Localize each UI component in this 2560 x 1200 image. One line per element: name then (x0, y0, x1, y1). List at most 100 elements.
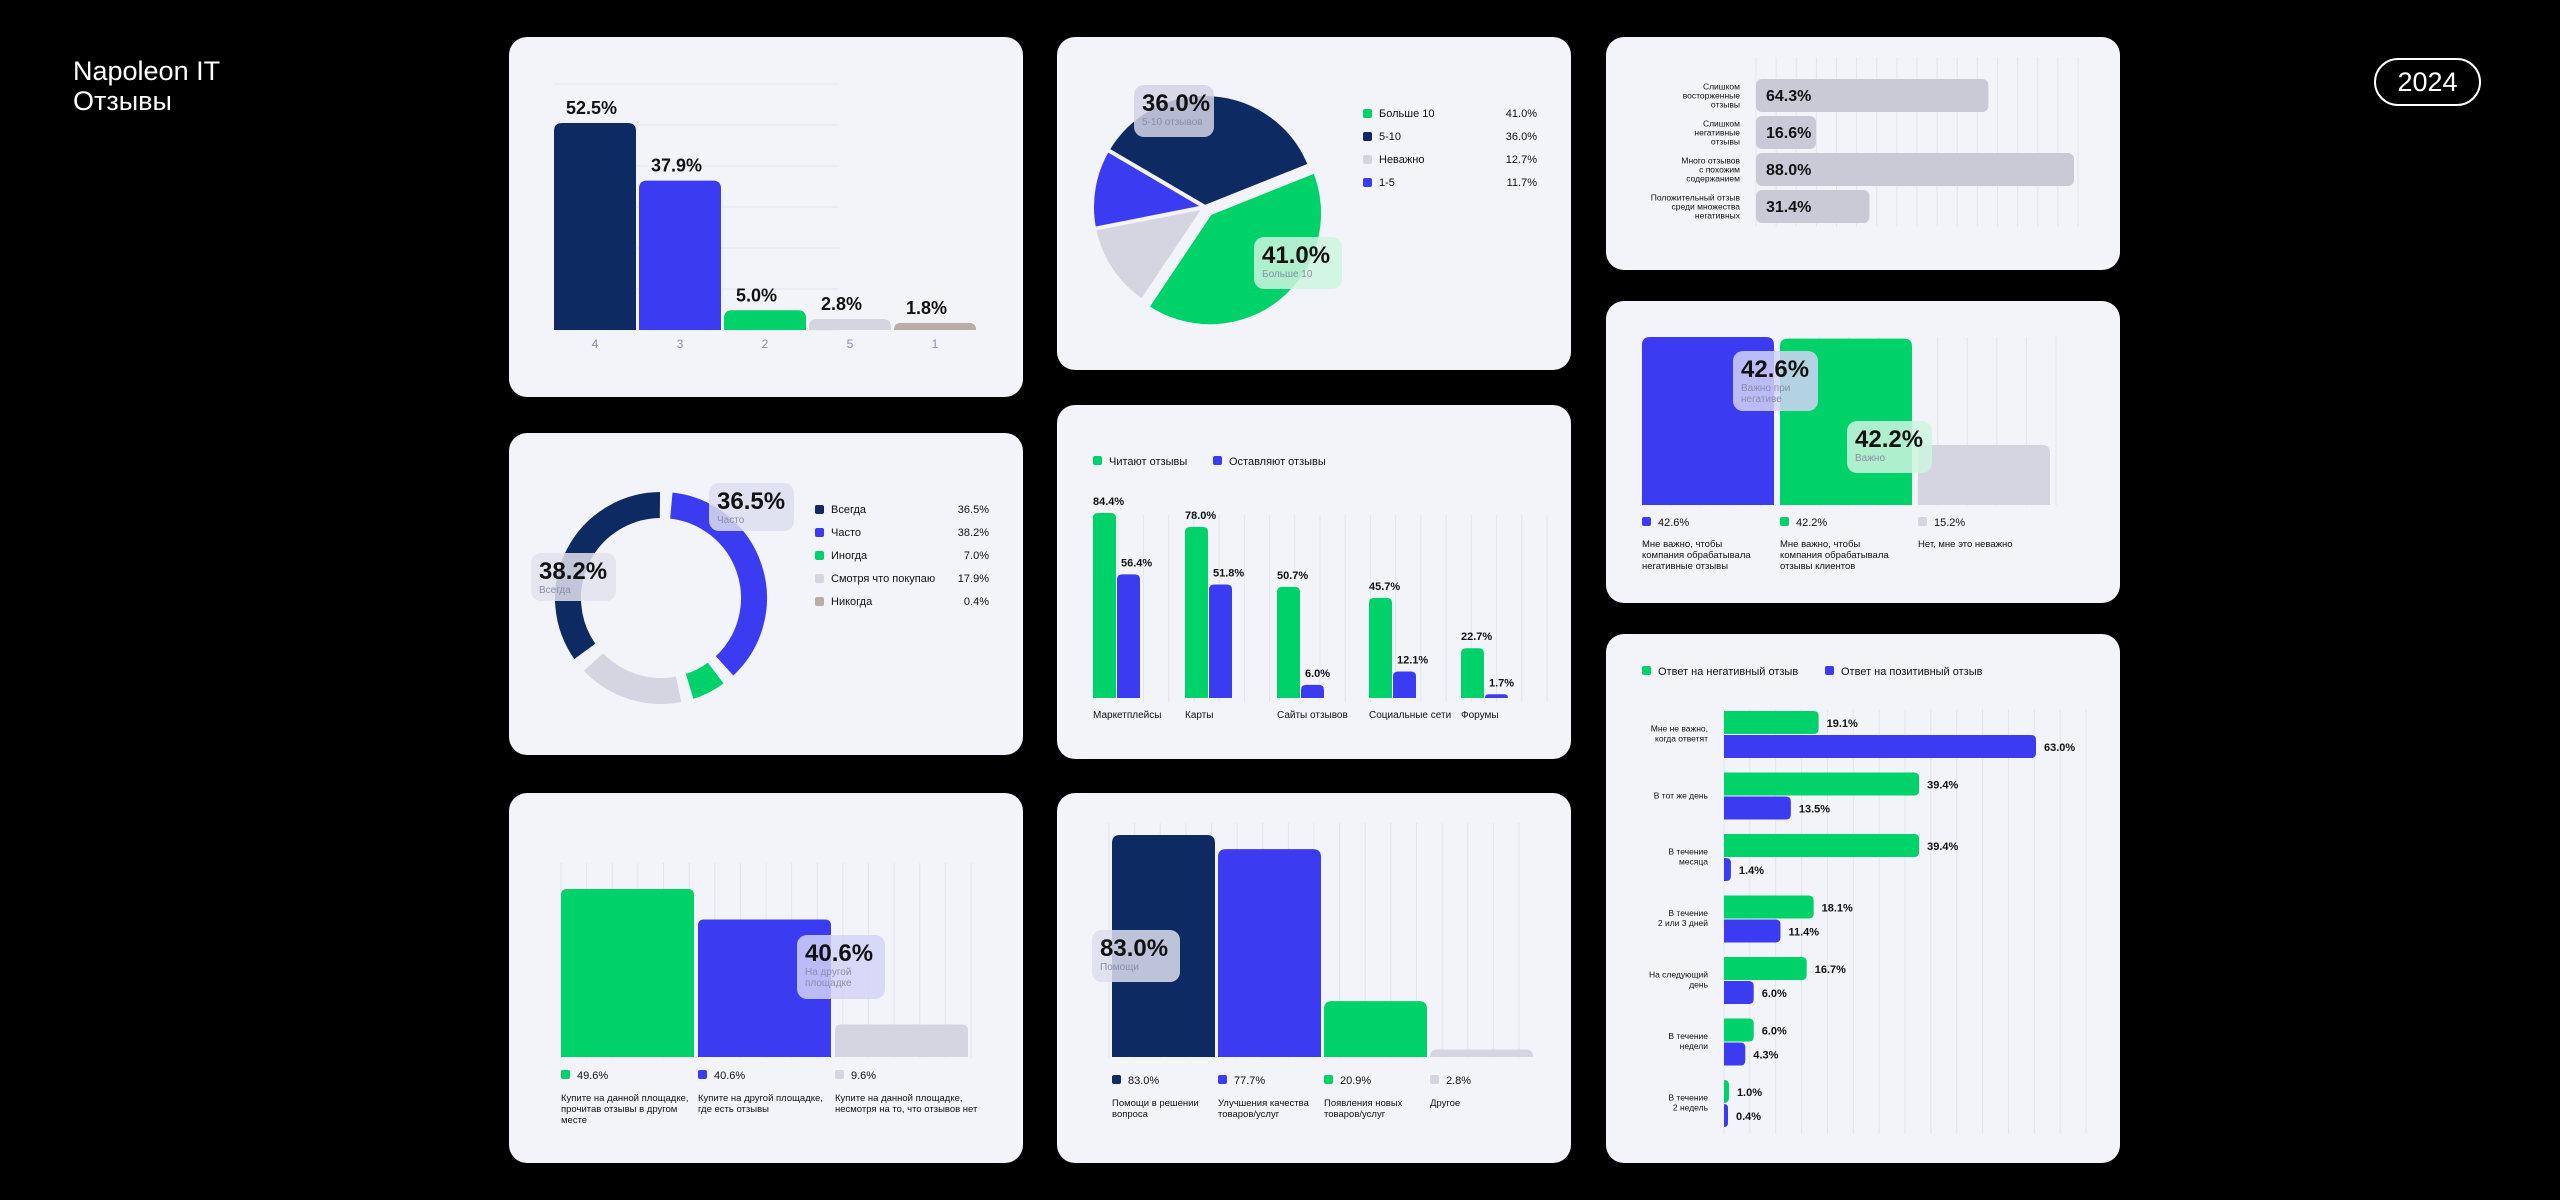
bar (1724, 834, 1920, 857)
legend-label: Всегда (831, 504, 867, 516)
bar (1724, 858, 1731, 881)
legend-label: Ответ на позитивный отзыв (1841, 666, 1983, 678)
chart-svg: 52.5% 4 37.9% 3 5.0% 2 2.8% 5 1.8% 1 (554, 83, 976, 351)
callout-often: 36.5% Часто (709, 483, 794, 531)
bar (1756, 79, 1989, 112)
category-label: товаров/услуг (1218, 1109, 1280, 1120)
brand-name: Napoleon IT (73, 56, 221, 86)
bar (1301, 684, 1324, 698)
legend-value: 12.7% (1506, 154, 1537, 166)
bar (1461, 648, 1484, 698)
bar-value-label: 16.6% (1766, 125, 1811, 142)
legend-label: Смотря что покупаю (831, 573, 935, 585)
legend-label: 5-10 (1379, 131, 1401, 143)
chart-svg: 49.6%Купите на данной площадке,прочитав … (560, 863, 978, 1126)
bar-value-label: 1.4% (1739, 865, 1764, 877)
callout-negative: 42.6% Важно при негативе (1733, 351, 1818, 411)
card-response-time: Ответ на негативный отзыв Ответ на позити… (1606, 634, 2120, 1163)
bar (1724, 895, 1814, 919)
category-label: 2 или 3 дней (1658, 918, 1708, 928)
bar (561, 889, 694, 1057)
bar (1117, 574, 1140, 698)
category-label: компания обрабатывала (1780, 550, 1889, 561)
callout-other-place: 40.6% На другой площадке (797, 935, 885, 999)
bar (1724, 1018, 1754, 1042)
category-label: когда ответят (1655, 734, 1708, 744)
bar-value-label: 63.0% (2044, 742, 2075, 754)
bar-value-label: 45.7% (1369, 581, 1400, 593)
callout-5-10: 36.0% 5-10 отзывов (1134, 85, 1214, 137)
legend-value: 36.0% (1506, 131, 1537, 143)
category-label: негативные (1694, 128, 1740, 138)
category-label: негативных (1695, 211, 1741, 221)
category-label: товаров/услуг (1324, 1109, 1386, 1120)
x-tick-label: Форумы (1461, 710, 1499, 721)
x-tick-label: 2 (762, 337, 769, 351)
category-label: Улучшения качества (1218, 1098, 1310, 1109)
bar-value-label: 1.8% (906, 298, 947, 318)
card-frequency-donut: Всегда 36.5% Часто 38.2% Иногда 7.0% Смотря чт… (509, 433, 1023, 755)
bar (1369, 597, 1392, 698)
category-label: Мне важно, чтобы (1642, 539, 1722, 550)
category-label: несмотря на то, что отзывов нет (835, 1104, 978, 1115)
legend-value: 38.2% (958, 527, 989, 539)
bar-value-label: 4.3% (1753, 1050, 1778, 1062)
legend-swatch (1218, 1075, 1227, 1084)
legend-value: 15.2% (1934, 517, 1965, 529)
bar (1724, 957, 1807, 980)
bar (1918, 445, 2050, 505)
bar-value-label: 51.8% (1213, 567, 1244, 579)
callout-more-10: 41.0% Больше 10 (1254, 237, 1342, 289)
bar (1277, 586, 1300, 698)
category-label: день (1689, 980, 1708, 990)
callout-value: 36.0% (1142, 90, 1211, 117)
legend-value: 7.0% (964, 550, 989, 562)
bar (1724, 1104, 1728, 1127)
legend-value: 9.6% (851, 1070, 876, 1082)
x-tick-label: 5 (847, 337, 854, 351)
bar-value-label: 11.4% (1788, 927, 1819, 939)
bar-value-label: 39.4% (1927, 841, 1958, 853)
legend-swatch (815, 505, 824, 514)
legend-value: 42.6% (1658, 517, 1689, 529)
category-label: 2 недель (1673, 1103, 1709, 1113)
chart-svg: Больше 10 41.0%5-10 36.0%Неважно 12.7%1-5 11… (1090, 92, 1537, 329)
legend-value: 77.7% (1234, 1075, 1265, 1087)
category-label: В тот же день (1654, 791, 1709, 801)
legend-swatch (1642, 666, 1651, 675)
card-attitudes: 64.3% Слишком восторженные отзывы 16.6% Слишк… (1606, 37, 2120, 270)
legend-swatch (1093, 456, 1102, 465)
callout-important: 42.2% Важно (1847, 421, 1932, 473)
category-label: недели (1680, 1041, 1709, 1051)
category-label: Много отзывов (1681, 156, 1740, 166)
callout-label: 5-10 отзывов (1142, 117, 1203, 128)
bar (809, 318, 891, 330)
x-tick-label: Карты (1185, 710, 1214, 721)
chart-svg: Читают отзывы Оставляют отзывы 84.4% 56.4% М… (1092, 456, 1548, 721)
category-label: Появления новых (1324, 1098, 1403, 1109)
bar-value-label: 16.7% (1815, 964, 1846, 976)
bar (1756, 116, 1816, 149)
callout-value: 40.6% (805, 940, 874, 967)
category-label: На следующий (1649, 970, 1708, 980)
bar (894, 322, 976, 330)
bar (1093, 513, 1116, 698)
bar-value-label: 22.7% (1461, 631, 1492, 643)
legend-label: Иногда (831, 550, 868, 562)
bar-value-label: 0.4% (1736, 1111, 1761, 1123)
legend-label: 1-5 (1379, 177, 1395, 189)
category-label: негативные отзывы (1642, 561, 1728, 572)
bar-value-label: 18.1% (1822, 903, 1853, 915)
legend-swatch (1363, 132, 1372, 141)
bar-value-label: 6.0% (1762, 988, 1787, 1000)
card-count-pie: Больше 10 41.0% 5-10 36.0% Неважно 12.7% 1-5 11… (1057, 37, 1571, 370)
bar (1756, 153, 2074, 186)
callout-label: Важно при негативе (1741, 383, 1791, 405)
chart-svg: Ответ на негативный отзыв Ответ на позити… (1642, 666, 2087, 1134)
year-badge: 2024 (2374, 58, 2481, 106)
bar-value-label: 78.0% (1185, 510, 1216, 522)
callout-value: 42.2% (1855, 426, 1924, 453)
legend-label: Никогда (831, 596, 873, 608)
legend-swatch (815, 528, 824, 537)
x-tick-label: Социальные сети (1369, 710, 1451, 721)
